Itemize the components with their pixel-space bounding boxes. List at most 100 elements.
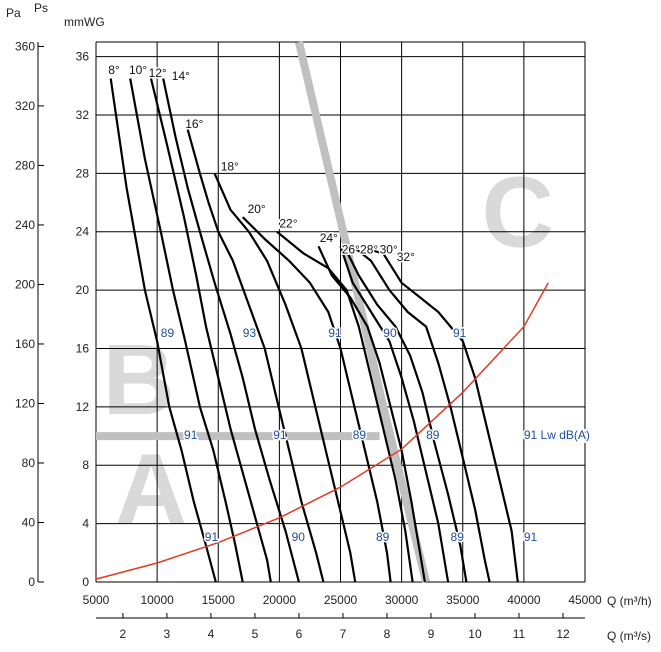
fan-curve-line — [162, 78, 300, 583]
grid — [95, 41, 586, 583]
system-curve — [95, 282, 549, 580]
sound-level-label: 93 — [243, 326, 257, 340]
x-tick-label-m3s: 7 — [340, 627, 347, 641]
fan-curve-line — [352, 245, 491, 583]
angle-label: 32° — [397, 250, 415, 264]
x-tick-label-m3h: 45000 — [568, 593, 602, 607]
x-tick-label-m3s: 11 — [513, 627, 526, 641]
angle-label: 28° — [360, 243, 378, 257]
sound-level-label: 91 — [205, 530, 219, 544]
y-tick-label-mmwg: 20 — [76, 283, 90, 297]
y-tick-label-pa: 320 — [15, 99, 35, 113]
sound-level-label: 90 — [383, 326, 397, 340]
curve-labels: 8° 10° 12° 14° 16° 18° 20° 22° 24° 26° 28° 30°32° 89… — [107, 62, 592, 546]
y-tick-label-pa: 200 — [15, 277, 35, 291]
y-tick-label-pa: 40 — [22, 515, 36, 529]
y-tick-label-pa: 120 — [15, 396, 35, 410]
y-tick-label-pa: 240 — [15, 218, 35, 232]
x-tick-label-m3h: 25000 — [324, 593, 358, 607]
y-tick-label-mmwg: 28 — [76, 166, 90, 180]
x-tick-label-m3s: 9 — [428, 627, 435, 641]
y-tick-label-pa: 280 — [15, 158, 35, 172]
x-unit-m3h: Q (m³/h) — [607, 594, 652, 608]
sound-level-label: 91 — [184, 428, 198, 442]
fan-curve-line — [241, 216, 392, 583]
axis-units: Pa Ps mmWG Q (m³/h) Q (m³/s) — [6, 1, 652, 643]
y-unit-mmwg: mmWG — [64, 15, 105, 29]
sound-level-label: 89 — [426, 428, 440, 442]
angle-label: 14° — [172, 69, 190, 83]
sound-level-label: 89 — [376, 530, 390, 544]
fan-curve-line — [109, 78, 217, 583]
sound-level-label: 90 — [292, 530, 306, 544]
x-tick-label-m3h: 15000 — [202, 593, 236, 607]
y-tick-label-mmwg: 8 — [82, 458, 89, 472]
y-unit-ps: Ps — [34, 1, 48, 15]
x-tick-label-m3s: 2 — [120, 627, 127, 641]
x-tick-label-m3h: 30000 — [385, 593, 419, 607]
system-curve-line — [95, 282, 549, 580]
fan-curve-line — [149, 78, 272, 583]
angle-label: 10° — [129, 63, 147, 77]
y-tick-label-mmwg: 32 — [76, 108, 90, 122]
x-tick-label-m3s: 3 — [164, 627, 171, 641]
angle-label: 24° — [320, 231, 338, 245]
angle-label: 8° — [108, 63, 120, 77]
y-tick-label-pa: 80 — [22, 456, 36, 470]
fan-curve-line — [276, 230, 414, 583]
x-tick-label-m3s: 6 — [296, 627, 303, 641]
fan-curve-line — [213, 172, 357, 583]
sound-level-label: 89 — [451, 530, 465, 544]
zone-boundaries — [96, 41, 430, 583]
x-tick-label-m3s: 12 — [556, 627, 570, 641]
sound-level-label: 91 — [453, 326, 467, 340]
sound-level-label: 91 — [524, 530, 538, 544]
fan-curve-line — [343, 245, 468, 583]
fan-curve-line — [317, 245, 426, 583]
x-tick-label-m3h: 40000 — [507, 593, 541, 607]
y-tick-label-pa: 160 — [15, 337, 35, 351]
y-tick-label-pa: 360 — [15, 39, 35, 53]
x-tick-label-m3s: 8 — [384, 627, 391, 641]
x-unit-m3s: Q (m³/s) — [607, 629, 651, 643]
axes: 5000 10000 15000 20000 25000 30000 35000 40000 4… — [15, 39, 602, 641]
zone-label: B — [103, 324, 175, 436]
sound-level-label: 89 — [353, 428, 367, 442]
fan-curve-line — [186, 129, 325, 583]
angle-label: 30° — [380, 243, 398, 257]
fan-curve-line — [358, 245, 519, 583]
angle-label: 26° — [342, 243, 360, 257]
zone-boundary-line — [295, 41, 430, 583]
fan-curves — [109, 78, 519, 583]
sound-level-label: 91 — [328, 326, 342, 340]
sound-level-label: 89 — [161, 326, 175, 340]
angle-label: 18° — [221, 159, 239, 173]
angle-label: 22° — [279, 216, 297, 230]
x-tick-label-m3s: 4 — [208, 627, 215, 641]
sound-level-label: 91 Lw dB(A) — [524, 428, 590, 442]
x-tick-label-m3h: 35000 — [446, 593, 480, 607]
zone-label: C — [482, 156, 554, 268]
angle-label: 20° — [248, 202, 266, 216]
y-tick-label-pa: 0 — [28, 575, 35, 589]
y-tick-label-mmwg: 0 — [82, 575, 89, 589]
x-tick-label-m3h: 5000 — [83, 593, 110, 607]
sound-level-label: 91 — [273, 428, 287, 442]
x-tick-label-m3h: 20000 — [263, 593, 297, 607]
x-tick-label-m3h: 10000 — [140, 593, 174, 607]
angle-label: 16° — [185, 117, 203, 131]
zone-label: A — [115, 434, 187, 546]
zone-letters: A B C — [103, 156, 554, 545]
y-tick-label-mmwg: 24 — [76, 225, 90, 239]
y-tick-label-mmwg: 12 — [76, 400, 90, 414]
angle-label: 12° — [149, 66, 167, 80]
y-tick-label-mmwg: 36 — [76, 50, 90, 64]
y-tick-label-mmwg: 16 — [76, 341, 90, 355]
y-tick-label-mmwg: 4 — [82, 517, 89, 531]
y-unit-pa: Pa — [6, 6, 21, 20]
x-tick-label-m3s: 5 — [252, 627, 259, 641]
fan-curve-line — [129, 78, 244, 583]
x-tick-label-m3s: 10 — [468, 627, 482, 641]
fan-curve-line — [339, 245, 450, 583]
